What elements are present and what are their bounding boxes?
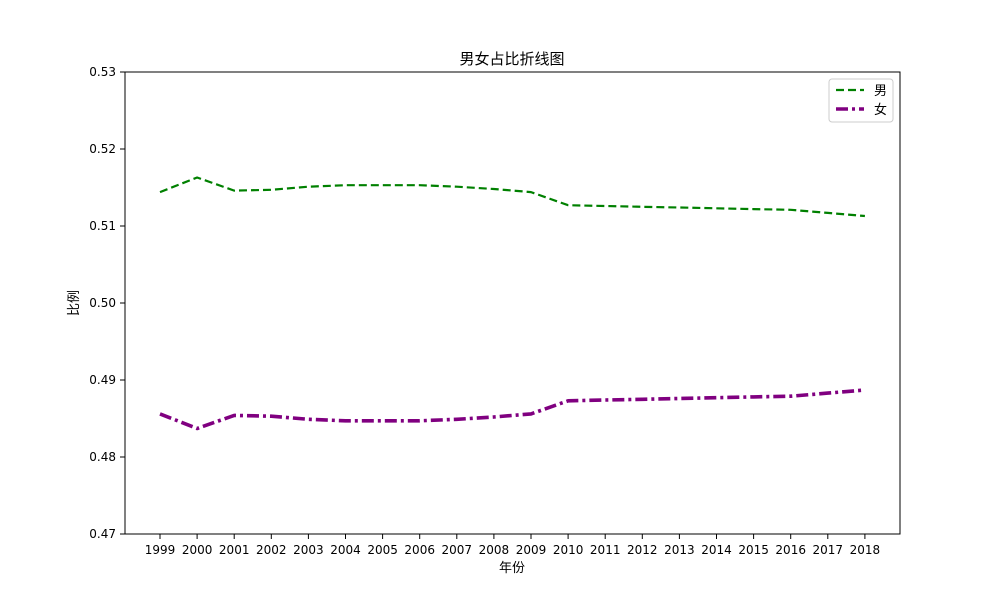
x-tick-label: 2016 xyxy=(775,543,806,557)
x-tick-label: 2007 xyxy=(442,543,473,557)
y-tick-label: 0.49 xyxy=(89,373,116,387)
y-tick-label: 0.52 xyxy=(89,142,116,156)
x-tick-label: 2009 xyxy=(516,543,547,557)
x-tick-label: 2000 xyxy=(182,543,213,557)
x-tick-label: 2002 xyxy=(256,543,287,557)
y-tick-label: 0.48 xyxy=(89,450,116,464)
y-axis-label: 比例 xyxy=(67,290,82,316)
x-tick-label: 2010 xyxy=(553,543,584,557)
y-tick-label: 0.47 xyxy=(89,527,116,541)
x-tick-label: 2015 xyxy=(738,543,769,557)
legend: 男 女 xyxy=(828,78,894,123)
x-tick-label: 2013 xyxy=(664,543,695,557)
legend-label-male: 男 xyxy=(874,84,887,99)
legend-label-female: 女 xyxy=(874,102,887,118)
x-tick-label: 2006 xyxy=(404,543,435,557)
series-line-male xyxy=(159,176,865,218)
chart-title: 男女占比折线图 xyxy=(459,50,564,68)
x-axis-label: 年份 xyxy=(499,561,525,576)
y-axis-ticks: 0.47 0.48 0.49 0.50 0.51 0.52 0.53 xyxy=(89,65,125,541)
x-tick-label: 2003 xyxy=(293,543,324,557)
series-line-female xyxy=(159,388,866,431)
x-tick-label: 2001 xyxy=(219,543,250,557)
x-tick-label: 1999 xyxy=(145,543,176,557)
y-tick-label: 0.53 xyxy=(89,65,116,79)
x-tick-label: 2004 xyxy=(330,543,361,557)
x-tick-label: 2008 xyxy=(479,543,510,557)
x-tick-label: 2011 xyxy=(590,543,621,557)
x-axis-ticks: 1999 2000 2001 2002 2003 2004 2005 2006 2007 2008… xyxy=(145,534,880,557)
x-tick-label: 2018 xyxy=(850,543,881,557)
y-tick-label: 0.50 xyxy=(89,296,116,310)
x-tick-label: 2017 xyxy=(813,543,844,557)
series-layer xyxy=(159,176,866,431)
legend-box xyxy=(828,78,894,123)
x-tick-label: 2012 xyxy=(627,543,658,557)
x-tick-label: 2005 xyxy=(367,543,398,557)
y-tick-label: 0.51 xyxy=(89,219,116,233)
plot-frame xyxy=(124,71,901,535)
x-tick-label: 2014 xyxy=(701,543,732,557)
